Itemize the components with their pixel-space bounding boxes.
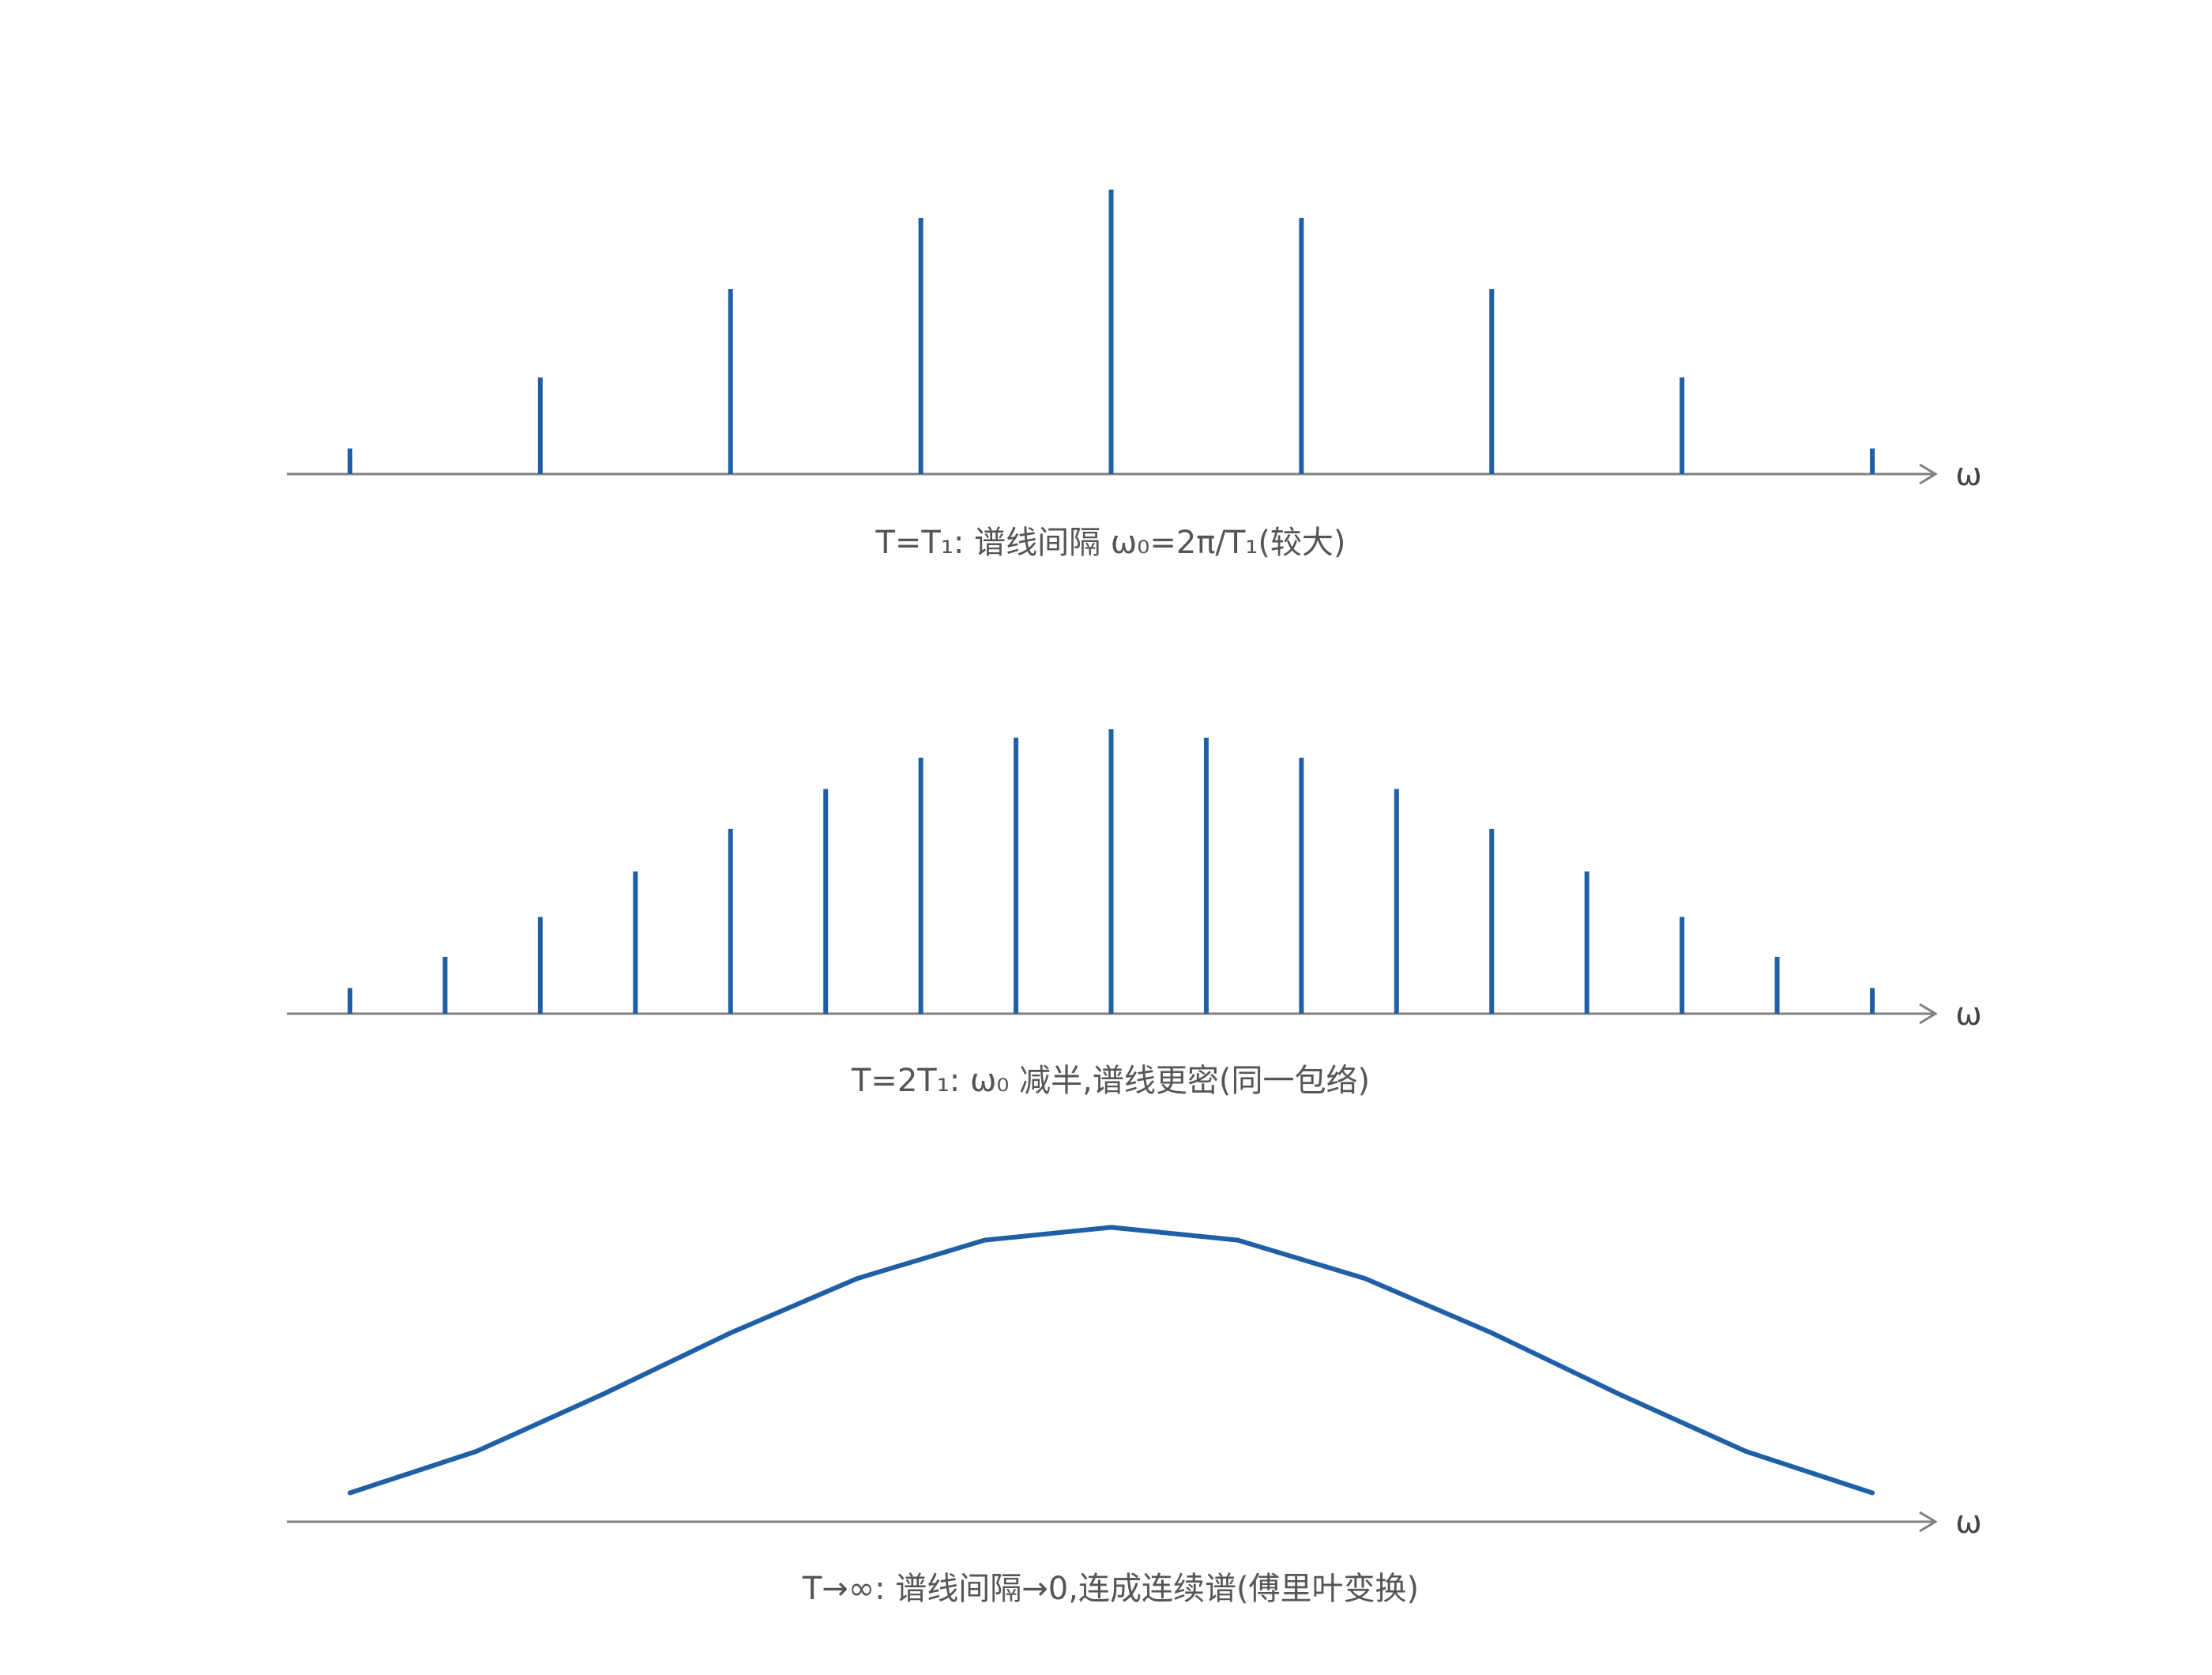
continuous-spectrum-curve [348, 1225, 1875, 1496]
panel-discrete-spectrum-T1: ω T=T₁: 谱线间隔 ω₀=2π/T₁(较大) [287, 190, 1982, 561]
panel-caption: T→∞: 谱线间隔→0,连成连续谱(傅里叶变换) [802, 1571, 1419, 1607]
panel-caption: T=T₁: 谱线间隔 ω₀=2π/T₁(较大) [875, 525, 1345, 561]
panel-caption: T=2T₁: ω₀ 减半,谱线更密(同一包络) [851, 1063, 1370, 1099]
panel-continuous-spectrum: ω T→∞: 谱线间隔→0,连成连续谱(傅里叶变换) [287, 1225, 1982, 1607]
x-axis-arrow [1919, 1511, 1938, 1533]
panel-discrete-spectrum-2T1: ω T=2T₁: ω₀ 减半,谱线更密(同一包络) [287, 729, 1982, 1099]
x-axis-label: ω [1955, 1504, 1982, 1541]
x-axis-arrow [1919, 1003, 1938, 1025]
x-axis-label: ω [1955, 996, 1982, 1033]
x-axis-arrow [1919, 463, 1938, 485]
x-axis-label: ω [1955, 457, 1982, 493]
